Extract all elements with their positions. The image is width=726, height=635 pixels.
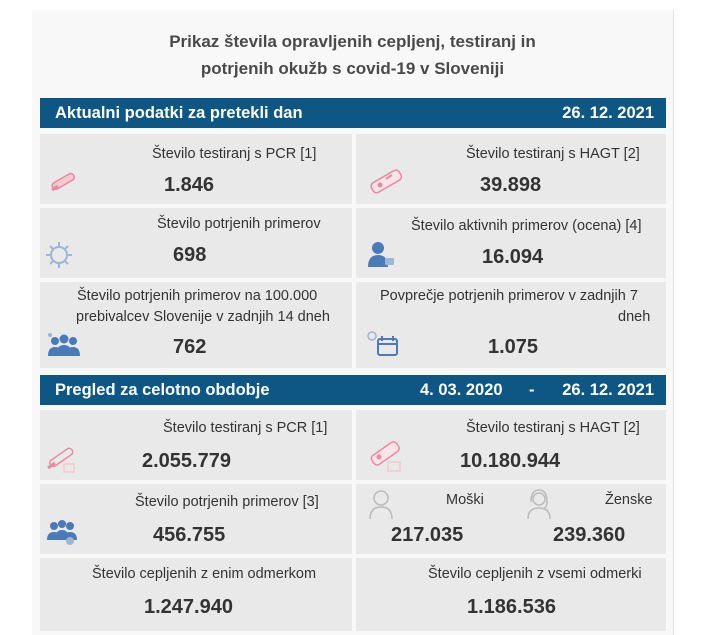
daily-per100k-label-line2: prebivalcev Slovenije v zadnjih 14 dneh xyxy=(76,309,330,325)
overall-all-doses-card: Število cepljenih z vsemi odmerki 1.186.… xyxy=(356,558,666,631)
overall-one-dose-card: Število cepljenih z enim odmerkom 1.247.… xyxy=(40,558,352,631)
daily-pcr-label: Število testiranj s PCR [1] xyxy=(152,146,317,162)
overall-hagt-card: Število testiranj s HAGT [2] 10.180.944 xyxy=(356,410,666,480)
overall-confirmed-value: 456.755 xyxy=(153,524,226,546)
overall-pcr-card: Število testiranj s PCR [1] 2.055.779 xyxy=(40,410,352,480)
people-group-icon xyxy=(48,333,80,356)
daily-active-value: 16.094 xyxy=(482,246,544,268)
test-tube-icon xyxy=(51,172,76,192)
rapid-test-icon xyxy=(370,169,403,194)
all-doses-label: Število cepljenih z vsemi odmerki xyxy=(428,566,642,582)
daily-header-date: 26. 12. 2021 xyxy=(562,104,654,122)
daily-pcr-value: 1.846 xyxy=(164,174,215,196)
overall-pcr-value: 2.055.779 xyxy=(142,450,231,472)
daily-per100k-card: Število potrjenih primerov na 100.000 pr… xyxy=(40,282,352,368)
daily-per100k-value: 762 xyxy=(173,336,207,358)
daily-per100k-label-line1: Število potrjenih primerov na 100.000 xyxy=(77,288,318,304)
daily-active-label: Število aktivnih primerov (ocena) [4] xyxy=(411,218,642,234)
female-label: Ženske xyxy=(605,492,653,508)
overall-confirmed-label: Število potrjenih primerov [3] xyxy=(135,494,319,510)
daily-active-card: Število aktivnih primerov (ocena) [4] 16… xyxy=(356,208,666,278)
daily-avg7-card: Povprečje potrjenih primerov v zadnjih 7… xyxy=(356,282,666,368)
daily-confirmed-label: Število potrjenih primerov xyxy=(157,216,321,232)
overall-pcr-label: Število testiranj s PCR [1] xyxy=(163,420,328,436)
overall-header-band: Pregled za celotno obdobje 4. 03. 2020 -… xyxy=(40,375,666,405)
daily-header-band: Aktualni podatki za pretekli dan 26. 12.… xyxy=(40,98,666,128)
patient-icon xyxy=(368,242,394,267)
all-doses-value: 1.186.536 xyxy=(467,596,556,618)
male-person-icon xyxy=(369,490,393,520)
calendar-virus-icon xyxy=(367,331,398,356)
overall-date-from: 4. 03. 2020 xyxy=(420,381,503,399)
people-group-icon xyxy=(47,520,77,545)
daily-avg7-label-line1: Povprečje potrjenih primerov v zadnjih 7 xyxy=(380,288,638,304)
daily-hagt-label: Število testiranj s HAGT [2] xyxy=(466,146,640,162)
daily-confirmed-value: 698 xyxy=(173,244,207,266)
daily-confirmed-card: Število potrjenih primerov 698 xyxy=(40,208,352,278)
page-title: Prikaz števila opravljenih cepljenj, tes… xyxy=(169,32,536,78)
overall-date-separator: - xyxy=(529,381,535,399)
daily-header-title: Aktualni podatki za pretekli dan xyxy=(55,104,303,122)
rapid-test-icon xyxy=(370,441,401,472)
daily-pcr-card: Število testiranj s PCR [1] 1.846 xyxy=(40,134,352,204)
male-label: Moški xyxy=(446,492,484,508)
daily-hagt-card: Število testiranj s HAGT [2] 39.898 xyxy=(356,134,666,204)
female-person-icon xyxy=(527,489,551,520)
daily-avg7-value: 1.075 xyxy=(488,336,539,358)
virus-icon xyxy=(46,242,72,268)
overall-gender-card: Moški 217.035 Ženske 239.360 xyxy=(356,484,666,554)
overall-hagt-value: 10.180.944 xyxy=(460,450,561,472)
daily-hagt-value: 39.898 xyxy=(480,174,542,196)
female-value: 239.360 xyxy=(553,524,626,546)
one-dose-label: Število cepljenih z enim odmerkom xyxy=(92,566,317,582)
overall-hagt-label: Število testiranj s HAGT [2] xyxy=(466,420,640,436)
male-value: 217.035 xyxy=(391,524,464,546)
overall-confirmed-card: Število potrjenih primerov [3] 456.755 xyxy=(40,484,352,554)
daily-avg7-label-line2: dneh xyxy=(618,309,651,325)
overall-header-title: Pregled za celotno obdobje xyxy=(55,381,270,399)
panel-border xyxy=(673,10,674,635)
test-tube-icon xyxy=(47,447,75,473)
overall-date-to: 26. 12. 2021 xyxy=(562,381,654,399)
one-dose-value: 1.247.940 xyxy=(144,596,233,618)
